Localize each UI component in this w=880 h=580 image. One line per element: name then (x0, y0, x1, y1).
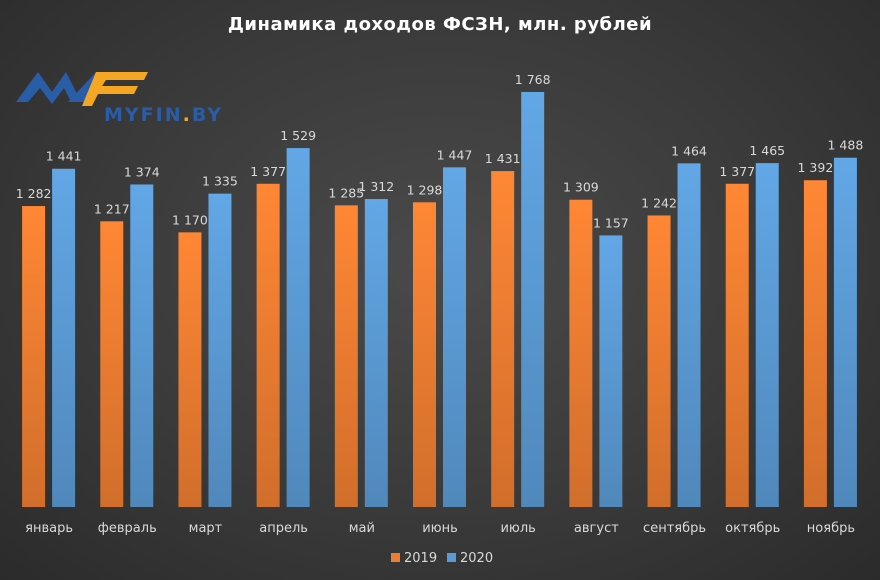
data-label-2019-июль: 1 431 (485, 151, 521, 166)
category-label-март: март (189, 521, 223, 536)
data-label-2020-август: 1 157 (593, 215, 629, 230)
category-label-январь: январь (25, 521, 73, 536)
data-label-2019-апрель: 1 377 (250, 164, 286, 179)
data-label-2019-июнь: 1 298 (407, 182, 443, 197)
category-label-июль: июль (500, 521, 535, 536)
bar-2020-июнь (443, 167, 466, 507)
myfin-logo: MYFIN.BY (16, 72, 223, 126)
data-label-2020-октябрь: 1 465 (749, 143, 785, 158)
data-label-2019-февраль: 1 217 (94, 201, 130, 216)
bar-2019-май (334, 205, 358, 507)
bar-2020-январь (52, 168, 76, 508)
bar-2019-март (178, 232, 202, 507)
category-label-сентябрь: сентябрь (643, 521, 706, 536)
bar-2019-июль (491, 171, 515, 507)
bar-2020-июль (521, 91, 545, 507)
data-label-2020-февраль: 1 374 (124, 164, 160, 179)
category-axis: январь февраль март апрель май июнь июль август… (25, 521, 855, 536)
legend-label-2019: 2019 (404, 551, 437, 566)
data-label-2019-январь: 1 282 (16, 186, 52, 201)
category-label-ноябрь: ноябрь (807, 521, 855, 536)
bar-group: 1 282 1 441 1 217 1 374 1 170 1 335 1 377 1 529… (16, 72, 864, 508)
category-label-август: август (574, 521, 619, 536)
data-label-2020-март: 1 335 (202, 174, 238, 189)
legend-swatch-2020 (447, 553, 456, 562)
category-label-апрель: апрель (259, 521, 308, 536)
data-label-2019-август: 1 309 (563, 180, 599, 195)
category-label-октябрь: октябрь (725, 521, 780, 536)
bar-2019-сентябрь (647, 215, 671, 507)
logo-mark-m-icon (16, 72, 80, 104)
bar-2019-ноябрь (803, 180, 827, 507)
bar-2020-сентябрь (677, 163, 701, 507)
data-label-2020-сентябрь: 1 464 (671, 143, 707, 158)
bar-2020-март (208, 193, 232, 507)
data-label-2020-июнь: 1 447 (437, 147, 473, 162)
data-label-2019-март: 1 170 (172, 212, 208, 227)
bar-2020-февраль (130, 184, 154, 508)
data-label-2019-октябрь: 1 377 (719, 164, 755, 179)
category-label-февраль: февраль (98, 521, 157, 536)
data-label-2019-сентябрь: 1 242 (641, 195, 677, 210)
logo-mark-f-icon (82, 72, 148, 106)
bar-2020-август (599, 235, 623, 507)
data-label-2020-апрель: 1 529 (280, 128, 316, 143)
legend-label-2020: 2020 (460, 551, 493, 566)
data-label-2019-ноябрь: 1 392 (798, 160, 834, 175)
logo-text: MYFIN.BY (104, 104, 223, 126)
bar-2020-май (364, 199, 388, 507)
chart-title: Динамика доходов ФСЗН, млн. рублей (228, 14, 652, 35)
bar-2019-август (569, 199, 593, 507)
category-label-май: май (349, 521, 375, 536)
data-label-2019-май: 1 285 (328, 185, 364, 200)
data-label-2020-май: 1 312 (358, 179, 394, 194)
bar-2019-октябрь (725, 183, 749, 507)
bar-2019-январь (22, 206, 46, 507)
bar-2019-февраль (100, 221, 124, 507)
category-label-июнь: июнь (422, 521, 458, 536)
bar-2020-ноябрь (833, 157, 857, 507)
data-label-2020-июль: 1 768 (515, 72, 551, 87)
bar-2020-апрель (286, 148, 310, 507)
legend-swatch-2019 (391, 553, 400, 562)
data-label-2020-январь: 1 441 (46, 149, 82, 164)
bar-2019-апрель (256, 183, 280, 507)
bar-2019-июнь (413, 202, 436, 507)
legend: 2019 2020 (391, 551, 493, 566)
data-label-2020-ноябрь: 1 488 (828, 138, 864, 153)
bar-2020-октябрь (755, 163, 779, 507)
